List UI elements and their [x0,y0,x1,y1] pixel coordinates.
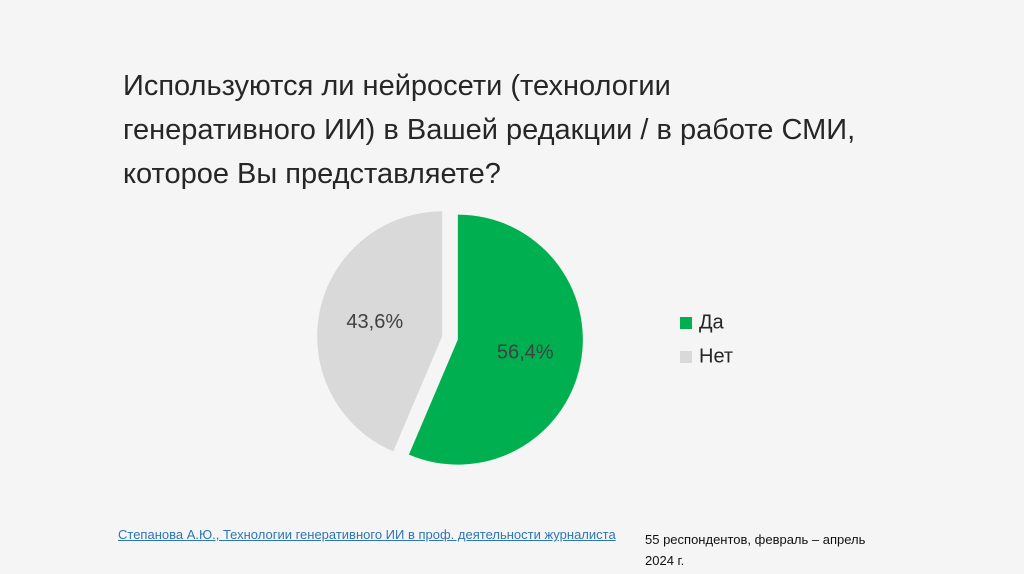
value-label: 56,4% [497,342,554,364]
pie-slice [317,211,443,452]
legend-swatch [680,317,692,329]
legend-swatch [680,351,692,363]
pie-slice [408,214,583,465]
legend-label: Нет [699,345,733,367]
source-link[interactable]: Степанова А.Ю., Технологии генеративного… [118,527,616,542]
legend-label: Да [699,311,725,333]
value-label: 43,6% [346,311,403,333]
slide-title: Используются ли нейросети (технологии ге… [123,70,856,190]
sample-note: 55 респондентов, февраль – апрель 2024 г… [645,532,866,568]
